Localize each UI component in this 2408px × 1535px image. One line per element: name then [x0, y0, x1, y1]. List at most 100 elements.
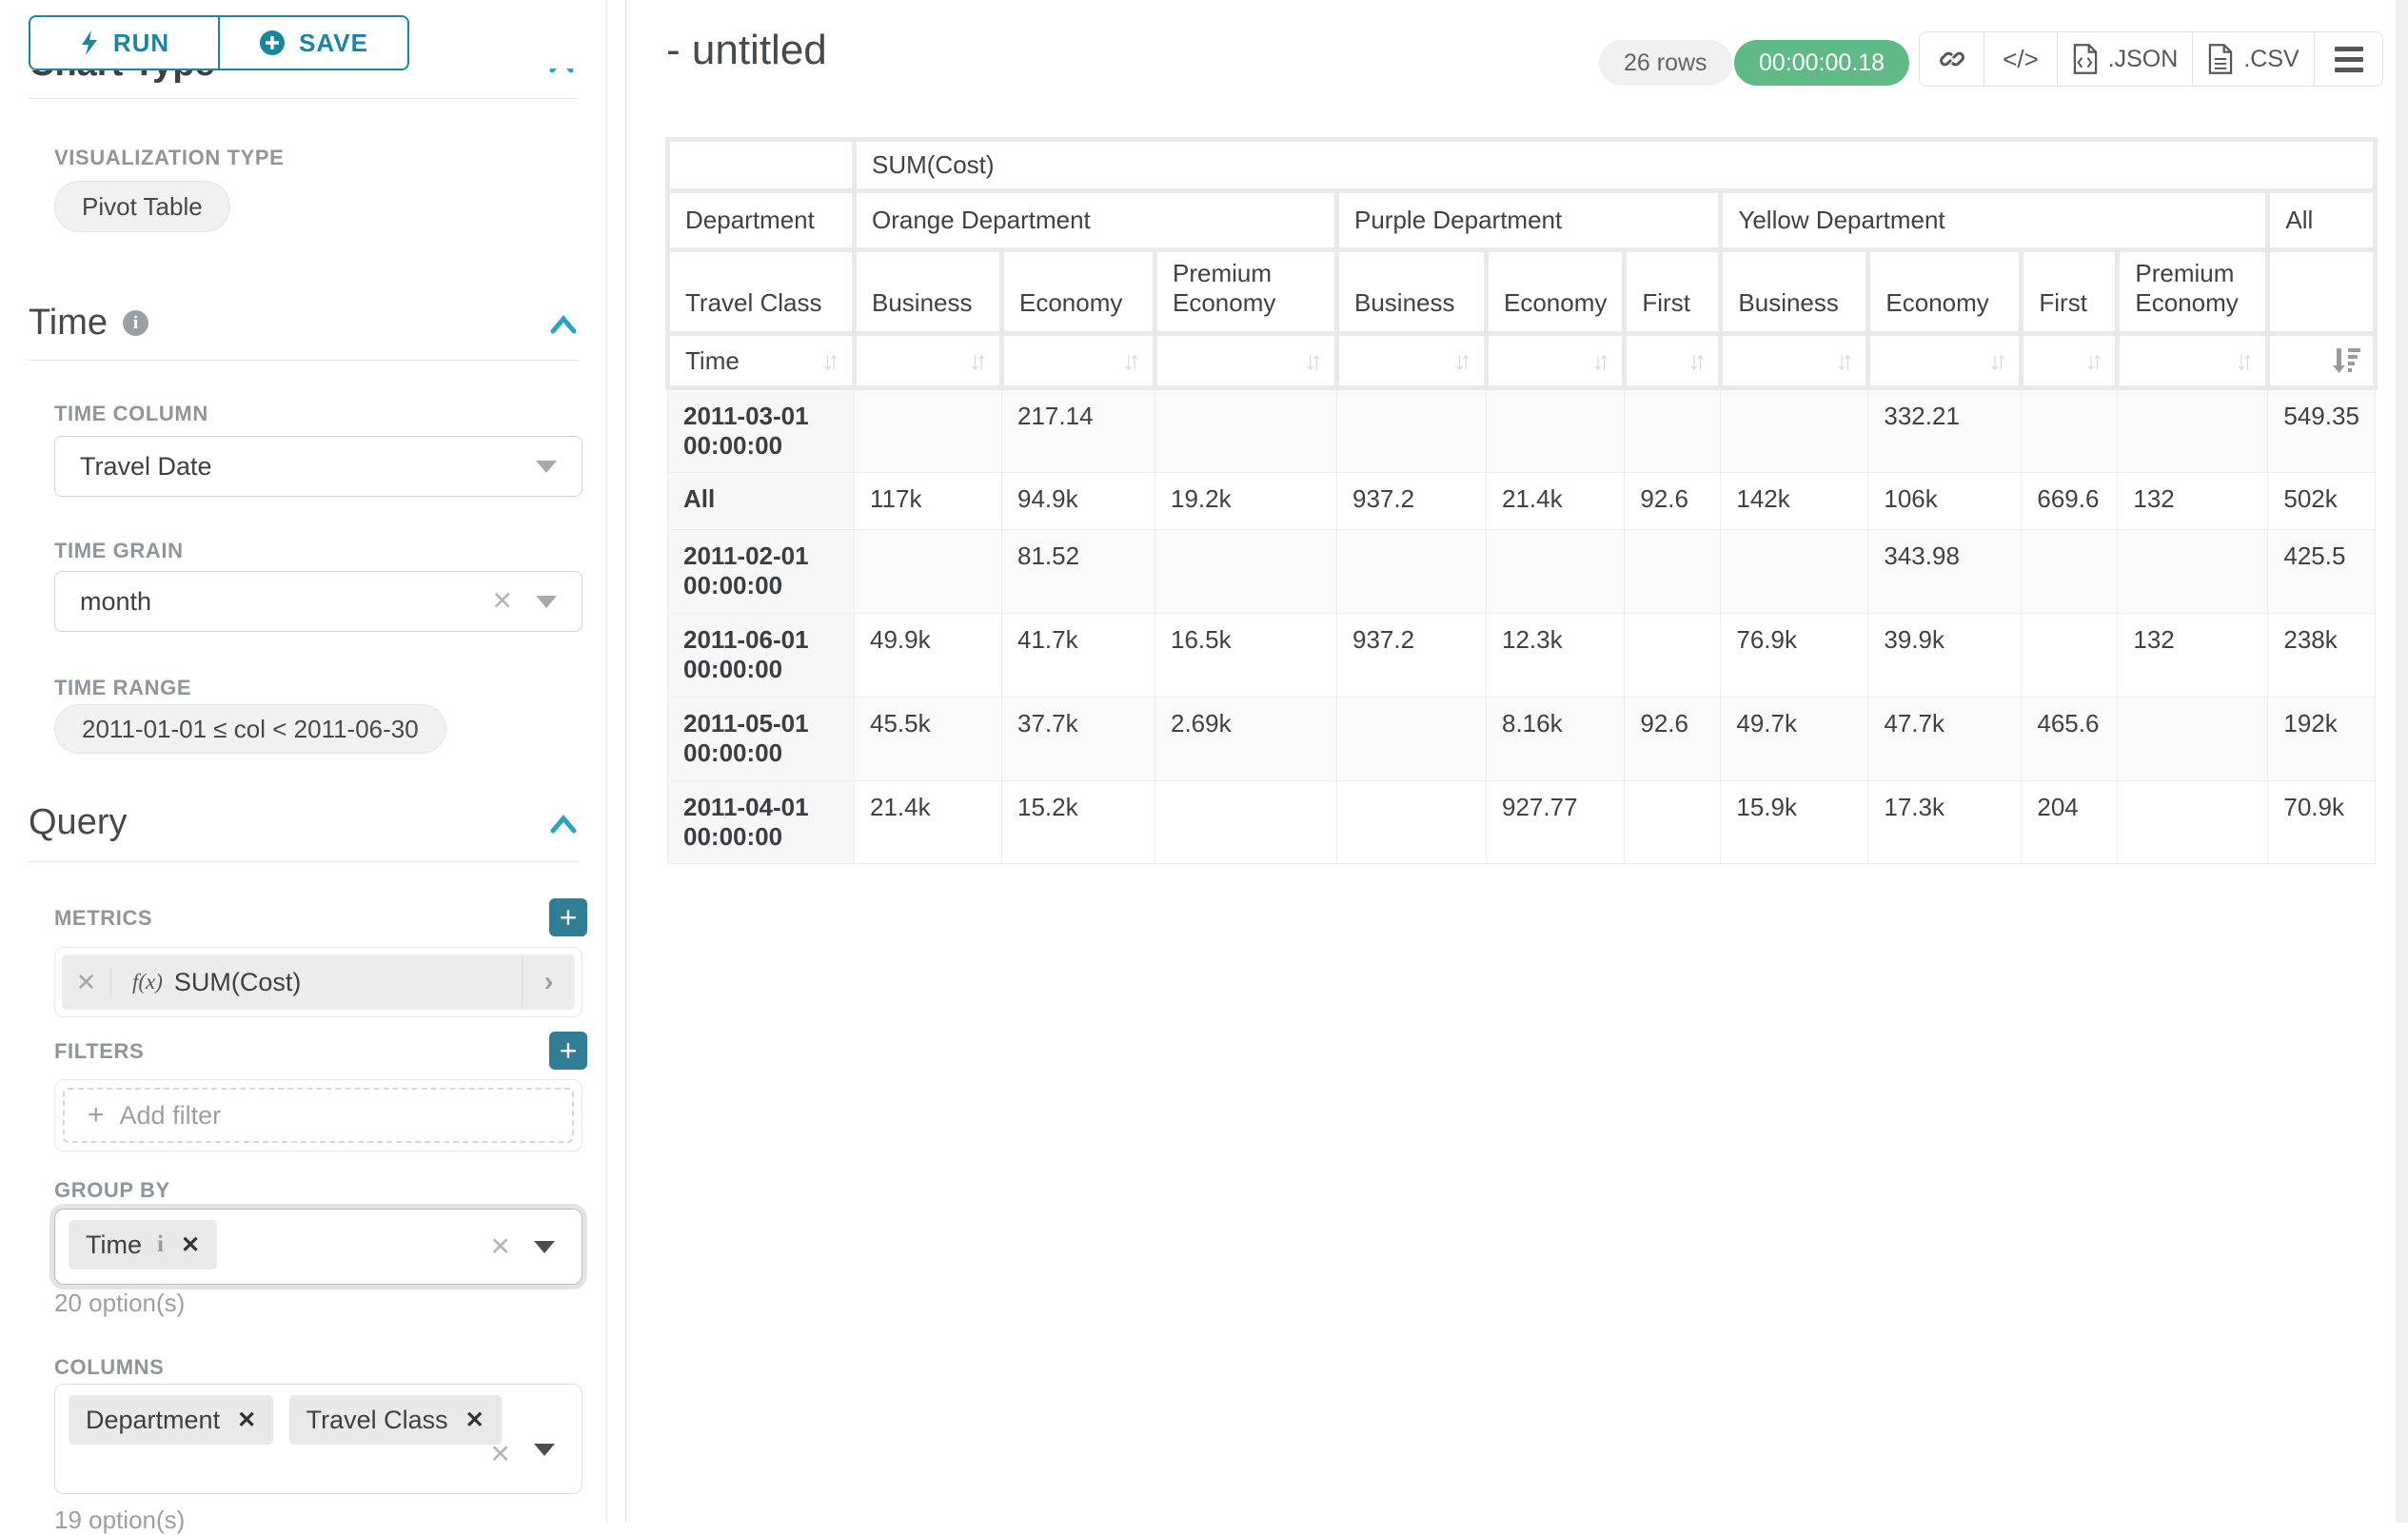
view-query-button[interactable]: </> [1984, 32, 2058, 86]
save-button[interactable]: SAVE [219, 15, 409, 70]
remove-chip-icon[interactable]: ✕ [464, 1407, 484, 1433]
pivot-cell: 76.9k [1720, 613, 1869, 698]
column-sort-header-active[interactable] [2265, 331, 2378, 390]
add-metric-button[interactable]: + [549, 898, 587, 936]
pivot-cell: 49.9k [854, 613, 1002, 698]
run-button[interactable]: RUN [29, 15, 219, 70]
travel-class-header: Business [1334, 247, 1489, 336]
pivot-cell [1155, 529, 1337, 614]
travel-class-header: First [2019, 247, 2121, 336]
time-grain-label: TIME GRAIN [54, 539, 184, 562]
sort-icon: ↓↑ [2235, 345, 2254, 375]
visualization-type-pill[interactable]: Pivot Table [54, 181, 230, 232]
remove-chip-icon[interactable]: ✕ [180, 1231, 201, 1258]
column-sort-header[interactable]: ↓↑ [852, 331, 1004, 390]
pivot-cell: 2.69k [1155, 697, 1337, 781]
pivot-cell: 106k [1867, 472, 2023, 530]
divider [29, 861, 578, 862]
chevron-down-icon [536, 461, 557, 473]
pivot-cell: 549.35 [2267, 387, 2376, 473]
group-by-chip[interactable]: Time i ✕ [69, 1220, 218, 1269]
pivot-cell: 15.9k [1720, 780, 1869, 864]
divider [29, 360, 578, 361]
column-sort-header[interactable]: ↓↑ [1718, 331, 1871, 390]
panel-divider [625, 0, 626, 1523]
menu-icon [2334, 46, 2363, 72]
pivot-cell [2117, 529, 2269, 614]
column-sort-header[interactable]: ↓↑ [1483, 331, 1628, 390]
sort-icon: ↓↑ [1688, 345, 1707, 375]
column-sort-header[interactable]: ↓↑ [2019, 331, 2121, 390]
export-csv-button[interactable]: .CSV [2193, 32, 2315, 86]
pivot-cell [1624, 387, 1722, 473]
divider [29, 98, 578, 99]
time-grain-select[interactable]: month ✕ [54, 571, 582, 632]
sort-icon: ↓↑ [969, 345, 988, 375]
column-sort-header[interactable]: ↓↑ [1153, 331, 1339, 390]
column-sort-header[interactable]: ↓↑ [1334, 331, 1489, 390]
pivot-cell [2021, 613, 2119, 698]
pivot-cell [2117, 697, 2269, 781]
pivot-cell: 217.14 [1001, 387, 1155, 473]
pivot-cell: 142k [1720, 472, 1869, 530]
add-filter-button[interactable]: + [549, 1032, 587, 1070]
columns-select[interactable]: Department ✕ Travel Class ✕ ✕ [54, 1384, 582, 1494]
pivot-cell [1155, 387, 1337, 473]
export-json-button[interactable]: .JSON [2058, 32, 2193, 86]
pivot-cell [1336, 387, 1487, 473]
more-menu-button[interactable] [2315, 32, 2382, 86]
pivot-cell: 17.3k [1867, 780, 2023, 864]
pivot-cell: 502k [2267, 472, 2376, 530]
columns-chip[interactable]: Travel Class ✕ [288, 1395, 502, 1445]
column-sort-header[interactable]: ↓↑ [2115, 331, 2271, 390]
chevron-up-icon[interactable] [549, 314, 578, 340]
pivot-cell: 204 [2021, 780, 2119, 864]
columns-chip[interactable]: Department ✕ [69, 1395, 274, 1445]
row-label: 2011-05-01 00:00:00 [667, 697, 855, 781]
query-timer-badge: 00:00:00.18 [1734, 40, 1910, 86]
travel-class-header: Economy [1483, 247, 1628, 336]
pivot-cell: 12.3k [1485, 613, 1626, 698]
pivot-cell: 937.2 [1336, 472, 1487, 530]
pivot-cell: 132 [2117, 472, 2269, 530]
metric-chip[interactable]: ✕ f(x) SUM(Cost) › [62, 954, 575, 1010]
remove-chip-icon[interactable]: ✕ [237, 1407, 257, 1433]
clear-icon[interactable]: ✕ [491, 586, 513, 616]
group-by-select[interactable]: Time i ✕ ✕ [54, 1209, 582, 1285]
pivot-cell: 669.6 [2021, 472, 2119, 530]
time-section-heading: Time i [29, 303, 149, 344]
clear-icon[interactable]: ✕ [489, 1232, 511, 1261]
pivot-cell [1155, 780, 1337, 864]
time-column-select[interactable]: Travel Date [54, 436, 582, 497]
pivot-cell [1624, 529, 1722, 614]
column-sort-header[interactable]: ↓↑ [1622, 331, 1724, 390]
chevron-up-icon[interactable] [549, 814, 578, 839]
pivot-cell: 16.5k [1155, 613, 1337, 698]
json-file-icon [2073, 44, 2097, 74]
pivot-cell [2021, 387, 2119, 473]
clear-icon[interactable]: ✕ [489, 1440, 511, 1468]
pivot-cell [1336, 529, 1487, 614]
column-sort-header[interactable]: ↓↑ [999, 331, 1157, 390]
chart-title[interactable]: - untitled [666, 27, 827, 73]
metric-header: SUM(Cost) [852, 137, 2378, 193]
pivot-cell [1720, 529, 1869, 614]
department-group: Purple Department [1333, 188, 1724, 252]
pivot-cell: 70.9k [2267, 780, 2376, 864]
pivot-cell: 92.6 [1624, 472, 1722, 530]
copy-link-button[interactable] [1920, 32, 1984, 86]
column-sort-header[interactable]: ↓↑ [1865, 331, 2024, 390]
chevron-down-icon [534, 1444, 555, 1456]
travel-class-header: Premium Economy [1153, 247, 1339, 336]
add-filter-dropzone[interactable]: + Add filter [63, 1088, 574, 1143]
remove-metric-icon[interactable]: ✕ [62, 967, 111, 997]
columns-options-hint: 19 option(s) [54, 1505, 186, 1534]
chevron-right-icon[interactable]: › [522, 954, 575, 1010]
page-scrollbar[interactable] [2396, 0, 2408, 1523]
pivot-cell: 117k [854, 472, 1002, 530]
pivot-cell: 81.52 [1001, 529, 1155, 614]
time-range-pill[interactable]: 2011-01-01 ≤ col < 2011-06-30 [54, 704, 446, 754]
time-sort-header[interactable]: Time ↓↑ [665, 331, 857, 390]
plus-circle-icon [260, 30, 286, 55]
lightning-icon [81, 30, 97, 55]
